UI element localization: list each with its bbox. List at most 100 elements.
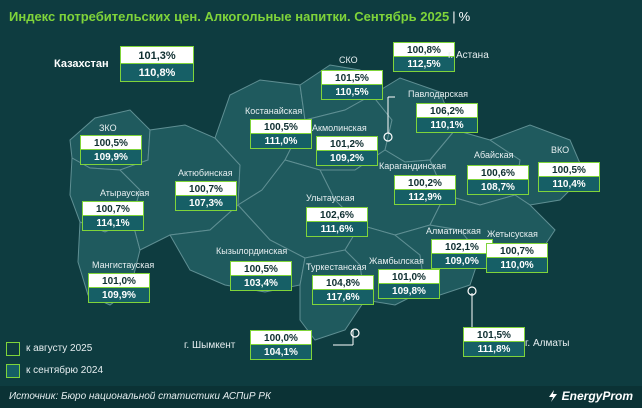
zko-sep: 109,9% [80, 150, 142, 165]
kostanay-sep: 111,0% [250, 134, 312, 149]
source-text: Источник: Бюро национальной статистики А… [9, 391, 271, 402]
pavlodar-values: 106,2% 110,1% [416, 103, 478, 133]
brand-name: EnergyProm [561, 389, 633, 403]
legend-label-aug: к августу 2025 [26, 343, 93, 354]
abay-label: Абайская [474, 150, 514, 160]
header: Индекс потребительских цен. Алкогольные … [0, 0, 642, 32]
karaganda-label: Карагандинская [379, 161, 447, 171]
kazakhstan-values: 101,3% 110,8% [120, 46, 194, 82]
sko-sep: 110,5% [321, 85, 383, 100]
zhambyl-values: 101,0% 109,8% [378, 269, 440, 299]
sko-label: СКО [339, 55, 358, 65]
mangistau-label: Мангистауская [92, 260, 155, 270]
ulytau-aug: 102,6% [306, 207, 368, 222]
title-separator: | [452, 9, 456, 24]
title-text: Индекс потребительских цен. Алкогольные … [9, 9, 450, 24]
zhambyl-label: Жамбылская [369, 256, 424, 266]
mangistau-aug: 101,0% [88, 273, 150, 288]
title-unit: % [458, 9, 471, 24]
astana-sep: 112,5% [393, 57, 455, 72]
lightning-icon [548, 390, 557, 402]
footer: Источник: Бюро национальной статистики А… [0, 386, 642, 408]
sko-values: 101,5% 110,5% [321, 70, 383, 100]
atyrau-sep: 114,1% [82, 216, 144, 231]
kazakhstan-aug: 101,3% [120, 46, 194, 64]
akmola-label: Акмолинская [312, 123, 367, 133]
akmola-aug: 101,2% [316, 136, 378, 151]
vko-label: ВКО [551, 145, 570, 155]
almaty-city-aug: 101,5% [463, 327, 525, 342]
almaty-city-sep: 111,8% [463, 342, 525, 357]
kostanay-aug: 100,5% [250, 119, 312, 134]
kostanay-values: 100,5% 111,0% [250, 119, 312, 149]
zhetysu-aug: 100,7% [486, 243, 548, 258]
sko-aug: 101,5% [321, 70, 383, 85]
aktobe-values: 100,7% 107,3% [175, 181, 237, 211]
shymkent-aug: 100,0% [250, 330, 312, 345]
turkestan-values: 104,8% 117,6% [312, 275, 374, 305]
almaty-city-values: 101,5% 111,8% [463, 327, 525, 357]
ulytau-sep: 111,6% [306, 222, 368, 237]
zhambyl-aug: 101,0% [378, 269, 440, 284]
kyzylorda-aug: 100,5% [230, 261, 292, 276]
pavlodar-label: Павлодарская [408, 89, 468, 99]
legend-swatch-sep [6, 364, 20, 378]
astana-values: 100,8% 112,5% [393, 42, 455, 72]
kostanay-label: Костанайская [245, 106, 303, 116]
abay-aug: 100,6% [467, 165, 529, 180]
aktobe-aug: 100,7% [175, 181, 237, 196]
zhetysu-sep: 110,0% [486, 258, 548, 273]
vko-sep: 110,4% [538, 177, 600, 192]
kazakhstan-label: Казахстан [54, 58, 109, 70]
kyzylorda-values: 100,5% 103,4% [230, 261, 292, 291]
akmola-values: 101,2% 109,2% [316, 136, 378, 166]
almaty-region-sep: 109,0% [431, 254, 493, 269]
almaty-city-label: г. Алматы [525, 338, 570, 349]
ulytau-label: Улытауская [306, 193, 355, 203]
zhetysu-values: 100,7% 110,0% [486, 243, 548, 273]
page-title: Индекс потребительских цен. Алкогольные … [9, 9, 470, 24]
shymkent-sep: 104,1% [250, 345, 312, 360]
zhambyl-sep: 109,8% [378, 284, 440, 299]
ulytau-values: 102,6% 111,6% [306, 207, 368, 237]
vko-aug: 100,5% [538, 162, 600, 177]
karaganda-values: 100,2% 112,9% [394, 175, 456, 205]
kazakhstan-sep: 110,8% [120, 64, 194, 82]
almaty-region-values: 102,1% 109,0% [431, 239, 493, 269]
astana-aug: 100,8% [393, 42, 455, 57]
shymkent-values: 100,0% 104,1% [250, 330, 312, 360]
shymkent-label: г. Шымкент [184, 340, 236, 351]
legend-swatch-aug [6, 342, 20, 356]
aktobe-label: Актюбинская [178, 168, 233, 178]
atyrau-label: Атырауская [100, 188, 150, 198]
turkestan-aug: 104,8% [312, 275, 374, 290]
pavlodar-aug: 106,2% [416, 103, 478, 118]
atyrau-values: 100,7% 114,1% [82, 201, 144, 231]
almaty-region-label: Алматинская [426, 226, 481, 236]
aktobe-sep: 107,3% [175, 196, 237, 211]
brand: EnergyProm [547, 389, 633, 403]
mangistau-sep: 109,9% [88, 288, 150, 303]
vko-values: 100,5% 110,4% [538, 162, 600, 192]
kyzylorda-label: Кызылординская [216, 246, 288, 256]
zko-aug: 100,5% [80, 135, 142, 150]
zko-values: 100,5% 109,9% [80, 135, 142, 165]
zhetysu-label: Жетысуская [487, 229, 538, 239]
turkestan-label: Туркестанская [306, 262, 367, 272]
pavlodar-sep: 110,1% [416, 118, 478, 133]
almaty-region-aug: 102,1% [431, 239, 493, 254]
karaganda-sep: 112,9% [394, 190, 456, 205]
mangistau-values: 101,0% 109,9% [88, 273, 150, 303]
zko-label: ЗКО [99, 123, 117, 133]
kyzylorda-sep: 103,4% [230, 276, 292, 291]
astana-marker [383, 132, 393, 142]
abay-values: 100,6% 108,7% [467, 165, 529, 195]
almaty-marker [467, 286, 477, 296]
legend-label-sep: к сентябрю 2024 [26, 365, 104, 376]
astana-label: г. Астана [448, 50, 489, 61]
abay-sep: 108,7% [467, 180, 529, 195]
atyrau-aug: 100,7% [82, 201, 144, 216]
akmola-sep: 109,2% [316, 151, 378, 166]
shymkent-marker [350, 328, 360, 338]
